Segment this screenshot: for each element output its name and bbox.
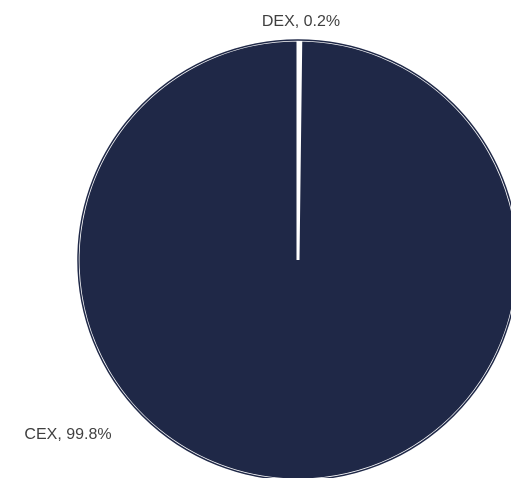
pie-labels: DEX, 0.2% CEX, 99.8% [24,13,340,443]
data-label-cex: CEX, 99.8% [24,426,111,443]
pie-slices [76,38,511,482]
data-label-dex: DEX, 0.2% [262,13,340,30]
pie-slice-cex [76,38,511,482]
